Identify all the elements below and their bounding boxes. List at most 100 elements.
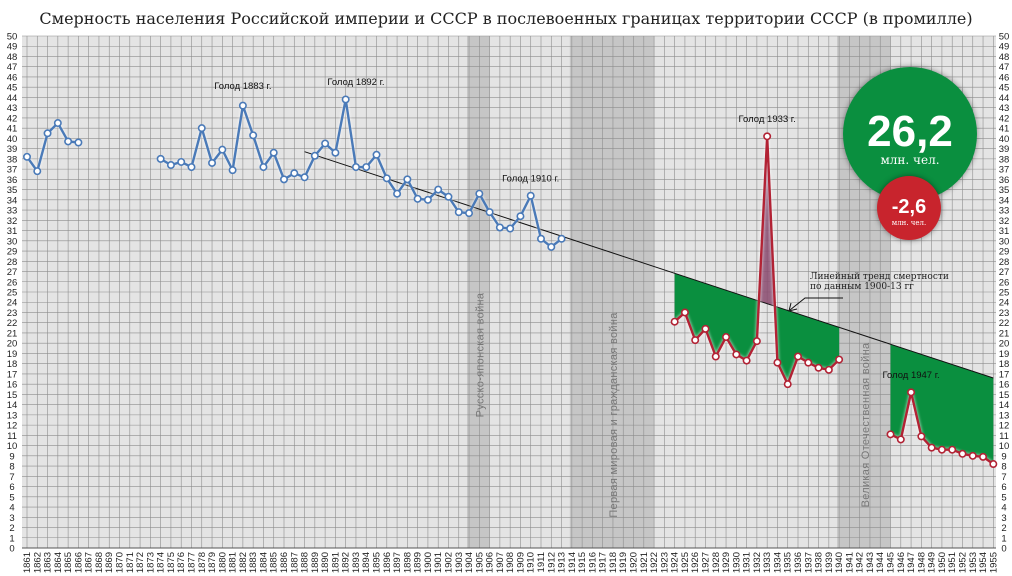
x-tick: 1891 <box>330 552 341 573</box>
series-0-point <box>290 169 299 178</box>
trend-note-line1: Линейный тренд смертности <box>810 272 949 282</box>
y-tick-right: 16 <box>999 380 1010 391</box>
deficit-area-1 <box>890 344 994 465</box>
y-tick-right: 19 <box>999 349 1010 360</box>
series-1-point <box>948 445 957 454</box>
trend-note-line2: по данным 1900-13 гг <box>810 282 914 292</box>
y-tick-right: 22 <box>999 318 1010 329</box>
x-tick: 1939 <box>824 552 835 573</box>
x-tick: 1919 <box>618 552 629 573</box>
series-1-point <box>989 460 998 469</box>
series-0-point <box>557 234 566 243</box>
x-tick: 1954 <box>978 552 989 573</box>
series-1-point <box>711 352 720 361</box>
x-tick: 1902 <box>443 552 454 573</box>
x-tick: 1945 <box>886 552 897 573</box>
y-tick-left: 1 <box>9 533 14 544</box>
y-tick-left: 36 <box>7 175 18 186</box>
series-0-point <box>310 151 319 160</box>
series-0-point <box>403 175 412 184</box>
deficit-area-0 <box>674 192 840 385</box>
y-tick-left: 7 <box>9 472 14 483</box>
x-tick: 1947 <box>906 552 917 573</box>
x-tick: 1929 <box>721 552 732 573</box>
y-tick-left: 11 <box>7 431 17 442</box>
series-0-point <box>53 119 62 128</box>
y-tick-left: 0 <box>9 544 14 555</box>
y-tick-left: 23 <box>7 308 18 319</box>
x-tick: 1870 <box>115 552 126 573</box>
y-tick-left: 33 <box>7 206 18 217</box>
y-tick-left: 19 <box>7 349 18 360</box>
x-tick: 1898 <box>402 552 413 573</box>
y-tick-left: 28 <box>7 257 18 268</box>
x-tick: 1944 <box>875 552 886 573</box>
series-1-point <box>937 445 946 454</box>
series-1-point <box>783 380 792 389</box>
trend-line <box>304 151 994 379</box>
x-tick: 1938 <box>814 552 825 573</box>
x-tick: 1952 <box>957 552 968 573</box>
series-0-point <box>259 163 268 172</box>
x-tick: 1909 <box>515 552 526 573</box>
x-tick: 1887 <box>289 552 300 573</box>
series-0-point <box>300 173 309 182</box>
y-tick-left: 8 <box>9 462 14 473</box>
series-1-point <box>968 451 977 460</box>
series-1-point <box>691 336 700 345</box>
x-tick: 1911 <box>536 552 547 572</box>
trend-note-arrow <box>789 297 843 311</box>
series-1-point <box>804 358 813 367</box>
y-tick-right: 21 <box>999 328 1010 339</box>
y-tick-right: 5 <box>1001 492 1006 503</box>
x-tick: 1869 <box>104 552 115 573</box>
y-tick-left: 27 <box>7 267 18 278</box>
x-tick: 1903 <box>454 552 465 573</box>
series-0-point <box>526 191 535 200</box>
x-tick: 1950 <box>937 552 948 573</box>
y-tick-right: 2 <box>1001 523 1006 534</box>
y-tick-right: 24 <box>999 298 1010 309</box>
y-tick-left: 32 <box>7 216 18 227</box>
y-tick-left: 39 <box>7 144 18 155</box>
x-tick: 1877 <box>186 552 197 573</box>
y-tick-right: 14 <box>999 400 1010 411</box>
y-tick-left: 3 <box>9 513 14 524</box>
series-0-point <box>516 212 525 221</box>
x-tick: 1901 <box>433 552 444 573</box>
series-0-point <box>208 158 217 167</box>
y-tick-right: 47 <box>999 62 1010 73</box>
series-0-point <box>444 192 453 201</box>
x-tick: 1889 <box>310 552 321 573</box>
y-tick-left: 2 <box>9 523 14 534</box>
y-tick-left: 21 <box>7 328 18 339</box>
series-1-point <box>670 317 679 326</box>
y-tick-left: 26 <box>7 277 18 288</box>
x-tick: 1885 <box>269 552 280 573</box>
x-tick: 1925 <box>680 552 691 573</box>
y-tick-left: 47 <box>7 62 18 73</box>
y-tick-left: 40 <box>7 134 18 145</box>
y-tick-right: 39 <box>999 144 1010 155</box>
y-tick-right: 25 <box>999 288 1010 299</box>
x-tick: 1915 <box>577 552 588 573</box>
x-tick: 1895 <box>372 552 383 573</box>
series-1-point <box>773 358 782 367</box>
y-tick-left: 12 <box>7 421 18 432</box>
series-0-point <box>454 208 463 217</box>
series-0-point <box>218 145 227 154</box>
series-0-point <box>351 163 360 172</box>
series-0-point <box>64 137 73 146</box>
x-tick: 1864 <box>53 552 64 573</box>
y-tick-right: 42 <box>999 113 1010 124</box>
y-tick-right: 10 <box>999 441 1010 452</box>
famine-annotation: Голод 1947 г. <box>882 370 939 381</box>
y-tick-right: 32 <box>999 216 1010 227</box>
x-tick: 1951 <box>947 552 958 573</box>
x-tick: 1906 <box>485 552 496 573</box>
series-0-point <box>393 189 402 198</box>
x-tick: 1916 <box>587 552 598 573</box>
famine-annotation: Голод 1892 г. <box>327 77 384 88</box>
series-0-point <box>547 242 556 251</box>
x-tick: 1904 <box>464 552 475 573</box>
